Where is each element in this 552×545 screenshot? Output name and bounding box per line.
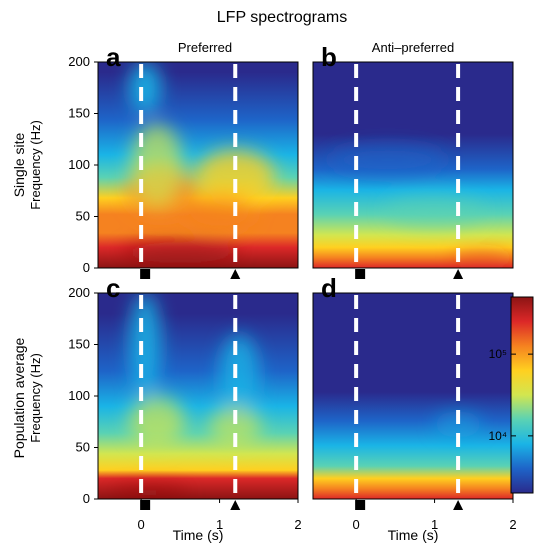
x-tick-label: 1: [216, 517, 223, 532]
x-tick-label: 1: [431, 517, 438, 532]
response-blobs: [434, 411, 483, 438]
response-blob: [130, 123, 183, 207]
heatmap-b: [313, 62, 513, 268]
y-tick-label: 50: [76, 209, 90, 224]
second-event-triangle-marker: [230, 500, 241, 510]
cue-square-marker: [140, 269, 151, 279]
heatmap-background: [98, 293, 298, 499]
x-axis-label-right: Time (s): [388, 527, 439, 543]
panel-letter-c: c: [106, 273, 120, 303]
panel-letter-b: b: [321, 42, 337, 72]
y-tick-label: 100: [68, 388, 90, 403]
x-axis-label-left: Time (s): [173, 527, 224, 543]
y-tick-label: 50: [76, 440, 90, 455]
x-tick-label: 0: [138, 517, 145, 532]
cue-square-marker: [140, 500, 151, 510]
figure-title: LFP spectrograms: [217, 9, 347, 26]
panel-c: 0 50 100 150 200 0 1 2 c: [68, 273, 301, 532]
y-tick-label: 0: [83, 491, 90, 506]
y-tick-label: 150: [68, 337, 90, 352]
second-event-triangle-marker: [453, 500, 464, 510]
heatmap-d: [313, 293, 513, 499]
second-event-triangle-marker: [453, 269, 464, 279]
panel-frame-b: [312, 61, 514, 269]
panel-d: 0 1 2 d: [312, 273, 517, 532]
second-event-triangle-marker: [230, 269, 241, 279]
response-blob: [327, 144, 448, 176]
response-blob: [434, 411, 483, 438]
response-blob: [451, 252, 512, 263]
response-blob: [108, 486, 189, 499]
heatmap-c: [98, 293, 298, 499]
heatmap-background: [313, 293, 513, 499]
colorbar-scale: [510, 296, 534, 494]
cue-square-marker: [355, 269, 366, 279]
panel-b: b: [312, 42, 514, 279]
row-label-population: Population average Frequency (Hz): [11, 337, 43, 458]
heatmap-a: [98, 62, 298, 268]
panel-a: 0 50 100 150 200 a: [68, 42, 299, 279]
row-label-single-site-line2: Frequency (Hz): [28, 120, 43, 210]
panel-letter-a: a: [106, 42, 121, 72]
colorbar-tick-label: 10⁴: [488, 429, 507, 443]
x-tick-label: 0: [353, 517, 360, 532]
x-tick-label: 2: [294, 517, 301, 532]
y-tick-label: 150: [68, 106, 90, 121]
y-tick-label: 100: [68, 157, 90, 172]
y-tick-label: 200: [68, 285, 90, 300]
response-blob: [195, 149, 276, 207]
row-label-single-site: Single site Frequency (Hz): [11, 120, 43, 210]
row-label-population-line2: Frequency (Hz): [28, 353, 43, 443]
response-blob: [128, 396, 185, 448]
response-blob: [209, 406, 262, 448]
response-blob: [120, 242, 241, 263]
colorbar-tick-label: 10⁵: [489, 347, 507, 361]
x-tick-label: 2: [509, 517, 516, 532]
column-label-preferred: Preferred: [178, 40, 232, 55]
response-blob: [184, 195, 255, 232]
response-blob: [219, 334, 260, 417]
panels: 0 50 100 150 200 a b 0 50 100 150 200 0 1 2 c 0 1 2 d: [68, 42, 516, 532]
column-label-anti-preferred: Anti–preferred: [372, 40, 454, 55]
row-label-population-line1: Population average: [11, 337, 27, 458]
response-blobs: [108, 293, 262, 499]
cue-square-marker: [355, 500, 366, 510]
response-blob: [129, 293, 162, 396]
response-blob: [129, 62, 162, 114]
colorbar: 10⁵ 10⁴: [488, 296, 534, 494]
panel-letter-d: d: [321, 273, 337, 303]
y-tick-label: 200: [68, 54, 90, 69]
y-tick-label: 0: [83, 260, 90, 275]
response-blob: [384, 195, 485, 227]
row-label-single-site-line1: Single site: [11, 132, 27, 197]
